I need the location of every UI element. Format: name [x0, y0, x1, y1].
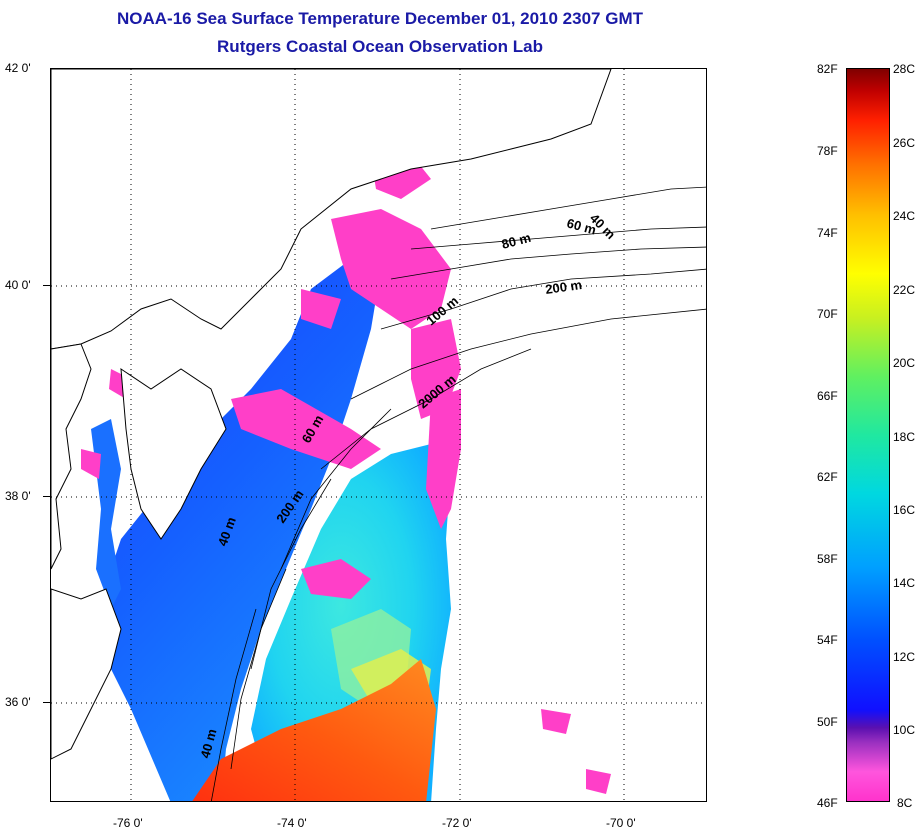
- sst-map[interactable]: 40 m 60 m 80 m 200 m 100 m 2000 m 60 m 2…: [50, 68, 707, 802]
- lat-tick-38: [43, 496, 50, 497]
- gulf-stream: [192, 659, 436, 801]
- lat-label-38: 38 0': [5, 489, 31, 503]
- land-delmarva: [120, 368, 227, 540]
- sst-map-canvas: 40 m 60 m 80 m 200 m 100 m 2000 m 60 m 2…: [51, 69, 706, 801]
- cbar-label-c: 24C: [893, 209, 916, 223]
- lat-tick-36: [43, 702, 50, 703]
- cbar-label-f: 66F: [817, 389, 838, 403]
- land-virginia: [51, 588, 122, 760]
- lat-label-40: 40 0': [5, 278, 31, 292]
- cbar-label-f: 50F: [817, 715, 838, 729]
- lat-label-42: 42 0': [5, 61, 31, 75]
- cbar-label-c: 28C: [893, 62, 916, 76]
- depth-label-40-south: 40 m: [197, 727, 219, 760]
- cbar-label-f: 58F: [817, 552, 838, 566]
- map-subtitle: Rutgers Coastal Ocean Observation Lab: [217, 37, 543, 56]
- lon-label-76: -76 0': [113, 816, 143, 830]
- lat-tick-40: [43, 285, 50, 286]
- cbar-label-f: 62F: [817, 470, 838, 484]
- lon-label-74: -74 0': [277, 816, 307, 830]
- depth-label-80: 80 m: [500, 230, 533, 252]
- cbar-label-c: 22C: [893, 283, 916, 297]
- cbar-label-c: 20C: [893, 356, 916, 370]
- cbar-label-c: 16C: [893, 503, 916, 517]
- cbar-label-c: 10C: [893, 723, 916, 737]
- cbar-label-f: 54F: [817, 633, 838, 647]
- lon-label-70: -70 0': [606, 816, 636, 830]
- lon-label-72: -72 0': [442, 816, 472, 830]
- cloud-patches: [81, 154, 611, 794]
- depth-label-200-north: 200 m: [544, 277, 583, 297]
- cbar-label-f: 70F: [817, 307, 838, 321]
- cbar-label-c: 8C: [897, 796, 913, 810]
- cbar-label-c: 26C: [893, 136, 916, 150]
- cbar-label-f: 82F: [817, 62, 838, 76]
- land-northeast: [51, 69, 612, 350]
- cbar-label-c: 12C: [893, 650, 916, 664]
- cbar-label-c: 18C: [893, 430, 916, 444]
- shelf-water: [91, 259, 381, 801]
- depth-label-60-north: 60 m: [565, 215, 598, 237]
- cbar-label-f: 46F: [817, 796, 838, 810]
- temperature-colorbar: [846, 68, 890, 802]
- land-west: [51, 343, 92, 570]
- lat-label-36: 36 0': [5, 695, 31, 709]
- bay-water: [91, 419, 121, 609]
- bathymetry-contours: [210, 186, 706, 801]
- cbar-label-f: 74F: [817, 226, 838, 240]
- cbar-label-c: 14C: [893, 576, 916, 590]
- cbar-label-f: 78F: [817, 144, 838, 158]
- map-title: NOAA-16 Sea Surface Temperature December…: [117, 9, 643, 28]
